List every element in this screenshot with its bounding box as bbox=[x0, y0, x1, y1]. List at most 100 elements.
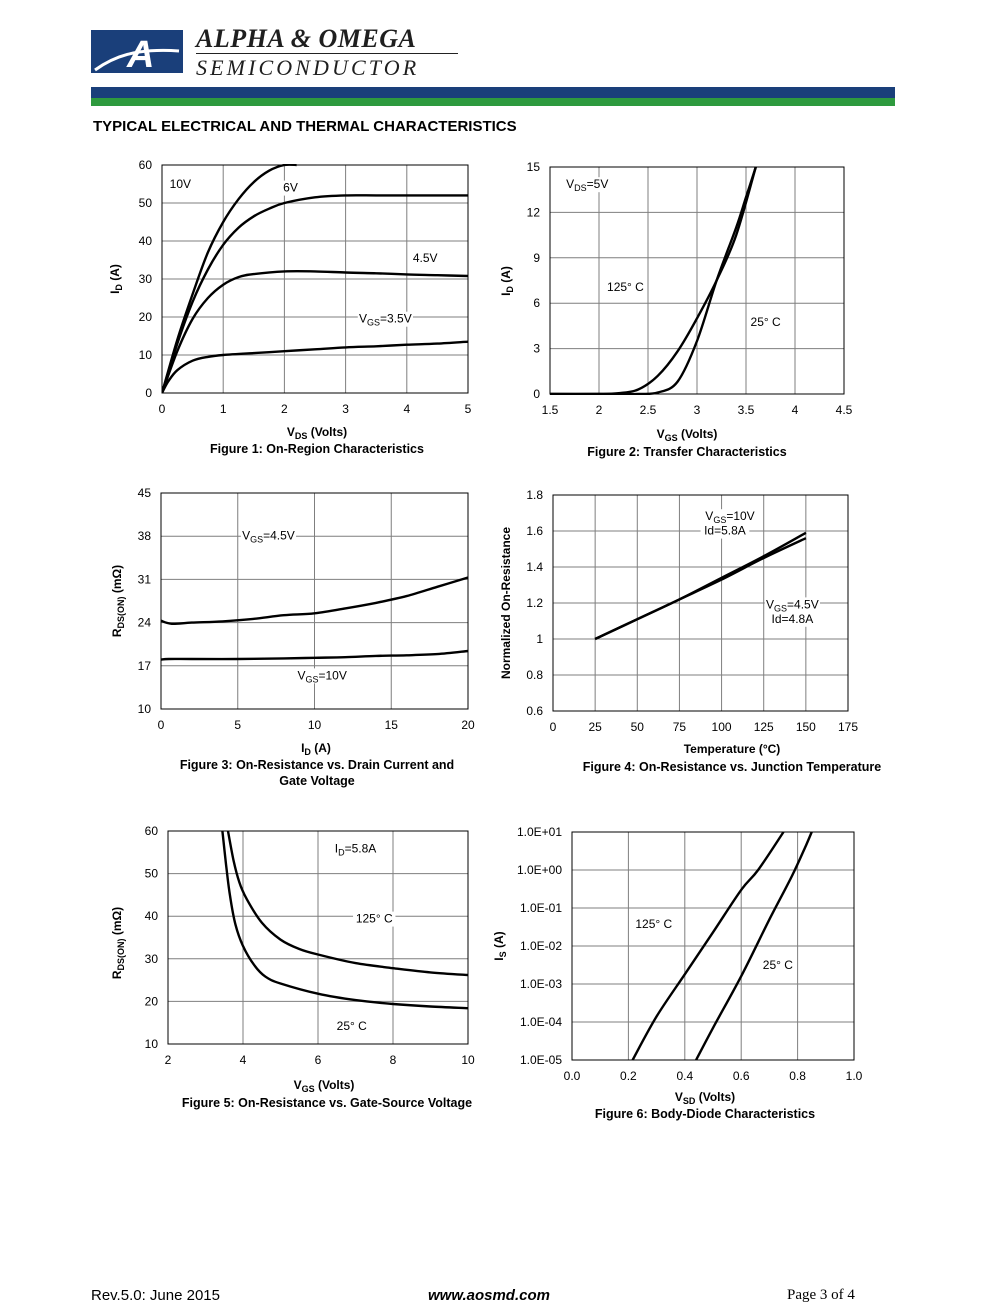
company-name-rule bbox=[196, 53, 458, 54]
annotation-label: Id=5.8A bbox=[704, 524, 746, 538]
x-tick-label: 75 bbox=[673, 720, 687, 734]
x-tick-label: 4 bbox=[240, 1053, 247, 1067]
annotation-backing bbox=[297, 668, 347, 684]
y-tick-label: 24 bbox=[138, 616, 152, 630]
x-axis-label: VGS (Volts) bbox=[657, 427, 718, 443]
x-tick-label: 100 bbox=[712, 720, 732, 734]
y-tick-label: 60 bbox=[145, 824, 159, 838]
y-tick-label: 1 bbox=[536, 632, 543, 646]
y-axis-label: ID (A) bbox=[108, 264, 124, 294]
x-tick-label: 150 bbox=[796, 720, 816, 734]
y-tick-label: 1.0E-01 bbox=[520, 901, 562, 915]
y-tick-label: 1.6 bbox=[526, 524, 543, 538]
x-tick-label: 0.0 bbox=[564, 1069, 581, 1083]
x-tick-label: 20 bbox=[461, 718, 475, 732]
figure-2-caption: Figure 2: Transfer Characteristics bbox=[587, 445, 787, 459]
y-tick-label: 1.0E+01 bbox=[517, 825, 562, 839]
annotation-backing bbox=[168, 176, 192, 192]
y-tick-label: 0 bbox=[145, 386, 152, 400]
section-title: TYPICAL ELECTRICAL AND THERMAL CHARACTER… bbox=[93, 118, 517, 135]
series-line bbox=[161, 649, 468, 661]
annotation-backing bbox=[747, 314, 784, 330]
plot-frame bbox=[167, 830, 469, 1045]
annotation-label: 4.5V bbox=[413, 251, 438, 265]
y-axis-label: ID (A) bbox=[499, 266, 515, 296]
annotation-label: 125° C bbox=[635, 917, 672, 931]
series-line bbox=[162, 340, 468, 394]
annotation-backing bbox=[240, 528, 297, 544]
annotation-backing bbox=[566, 177, 609, 193]
x-tick-label: 3.5 bbox=[738, 403, 755, 417]
figure-3-caption-line1: Figure 3: On-Resistance vs. Drain Curren… bbox=[179, 758, 455, 772]
x-tick-label: 2 bbox=[281, 402, 288, 416]
y-tick-label: 60 bbox=[139, 158, 153, 172]
annotation-backing bbox=[357, 311, 413, 327]
plot-frame bbox=[549, 166, 845, 395]
x-tick-label: 0.6 bbox=[733, 1069, 750, 1083]
y-tick-label: 0.6 bbox=[526, 704, 543, 718]
x-tick-label: 2 bbox=[596, 403, 603, 417]
x-tick-label: 10 bbox=[461, 1053, 475, 1067]
y-tick-label: 20 bbox=[139, 310, 153, 324]
annotation-backing bbox=[759, 957, 796, 973]
chart-4: 0 25 50 75 100 125 150 175 0.6 0.8 1 1.2 1.4 1.6 1.8 Te… bbox=[499, 488, 858, 756]
footer-page-number: Page 3 of 4 bbox=[787, 1287, 855, 1303]
y-tick-label: 40 bbox=[139, 234, 153, 248]
logo-letter: A bbox=[126, 34, 154, 73]
series-line bbox=[161, 576, 468, 626]
plot-frame bbox=[161, 164, 469, 394]
company-name: ALPHA & OMEGA bbox=[196, 24, 417, 53]
series-line bbox=[162, 164, 297, 394]
x-tick-label: 0.8 bbox=[789, 1069, 806, 1083]
footer-revision: Rev.5.0: June 2015 bbox=[91, 1287, 220, 1304]
x-tick-label: 3 bbox=[694, 403, 701, 417]
y-tick-label: 50 bbox=[145, 867, 159, 881]
annotation-backing bbox=[700, 523, 750, 539]
x-tick-label: 2 bbox=[165, 1053, 172, 1067]
series-line bbox=[550, 166, 757, 395]
plot-frame bbox=[160, 492, 469, 710]
x-tick-label: 1.5 bbox=[542, 403, 559, 417]
annotation-label: 125° C bbox=[356, 912, 393, 926]
x-tick-label: 175 bbox=[838, 720, 858, 734]
y-tick-label: 1.0E-05 bbox=[520, 1053, 562, 1067]
footer-website-link[interactable]: www.aosmd.com bbox=[428, 1287, 550, 1304]
x-tick-label: 0 bbox=[550, 720, 557, 734]
x-tick-label: 3 bbox=[342, 402, 349, 416]
y-axis-label: RDS(ON) (mΩ) bbox=[110, 907, 126, 979]
header-band-green bbox=[91, 98, 895, 106]
plot-frame bbox=[571, 831, 855, 1061]
annotation-label: VGS=4.5V bbox=[766, 597, 819, 613]
figure-1-caption: Figure 1: On-Region Characteristics bbox=[210, 442, 424, 456]
series-line bbox=[162, 269, 468, 394]
chart-6: 0.0 0.2 0.4 0.6 0.8 1.0 1.0E-05 1.0E-04 1.0E-03 1… bbox=[492, 825, 863, 1106]
annotation-label: 25° C bbox=[337, 1019, 367, 1033]
x-tick-label: 2.5 bbox=[640, 403, 657, 417]
x-tick-label: 4 bbox=[403, 402, 410, 416]
x-tick-label: 0.2 bbox=[620, 1069, 637, 1083]
annotation-label: VGS=10V bbox=[297, 668, 346, 684]
annotation-backing bbox=[632, 916, 675, 932]
y-tick-label: 10 bbox=[138, 702, 152, 716]
x-tick-label: 8 bbox=[390, 1053, 397, 1067]
annotation-label: 10V bbox=[170, 177, 191, 191]
x-tick-label: 0.4 bbox=[676, 1069, 693, 1083]
y-tick-label: 1.0E-02 bbox=[520, 939, 562, 953]
y-tick-label: 12 bbox=[527, 205, 541, 219]
y-tick-label: 1.0E-04 bbox=[520, 1015, 562, 1029]
series-line bbox=[221, 830, 468, 1010]
x-tick-label: 1.0 bbox=[846, 1069, 863, 1083]
x-tick-label: 50 bbox=[631, 720, 645, 734]
annotation-backing bbox=[705, 509, 755, 525]
y-tick-label: 17 bbox=[138, 659, 152, 673]
y-tick-label: 0.8 bbox=[526, 668, 543, 682]
x-tick-label: 6 bbox=[315, 1053, 322, 1067]
x-axis-label: VDS (Volts) bbox=[287, 425, 347, 441]
y-tick-label: 30 bbox=[145, 952, 159, 966]
annotation-backing bbox=[764, 597, 820, 613]
plot-frame bbox=[552, 494, 849, 712]
y-axis-label: RDS(ON) (mΩ) bbox=[110, 565, 126, 637]
x-tick-label: 10 bbox=[308, 718, 322, 732]
x-axis-label: ID (A) bbox=[301, 741, 331, 757]
